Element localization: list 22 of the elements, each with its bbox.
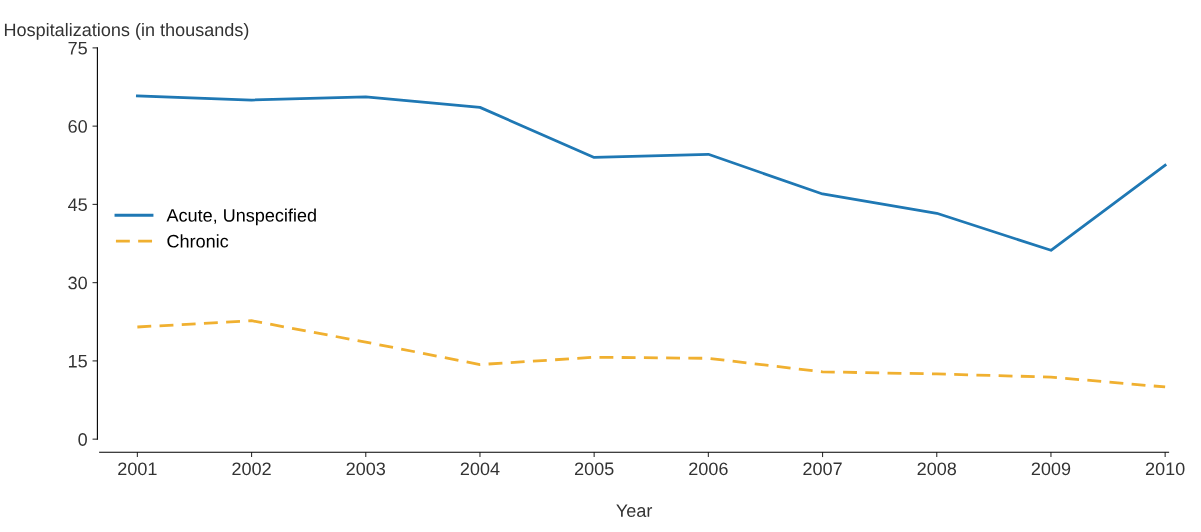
- y-tick-label: 45: [68, 198, 87, 212]
- x-tick-label: 2002: [232, 462, 271, 476]
- x-tick-label: 2007: [803, 462, 842, 476]
- y-axis-title: Hospitalizations (in thousands): [4, 22, 249, 40]
- legend-label: Chronic: [167, 234, 229, 248]
- y-tick-label: 75: [68, 42, 87, 55]
- legend-label: Acute, Unspecified: [166, 208, 316, 226]
- x-axis-title: Year: [616, 504, 653, 518]
- y-tick-label: 30: [68, 276, 87, 290]
- y-tick-label: 15: [68, 355, 87, 368]
- x-tick-label: 2001: [118, 462, 157, 476]
- line-series: [135, 319, 1167, 389]
- y-tick-label: 60: [68, 120, 87, 133]
- line-series: [135, 94, 1167, 252]
- x-tick-label: 2006: [689, 462, 728, 476]
- y-tick-label: 0: [78, 433, 87, 446]
- x-tick-label: 2009: [1031, 462, 1071, 476]
- x-tick-label: 2005: [574, 462, 614, 476]
- x-tick-label: 2010: [1145, 462, 1185, 476]
- x-tick-label: 2003: [346, 462, 386, 476]
- x-tick-label: 2008: [917, 462, 957, 476]
- x-tick-label: 2004: [460, 462, 500, 476]
